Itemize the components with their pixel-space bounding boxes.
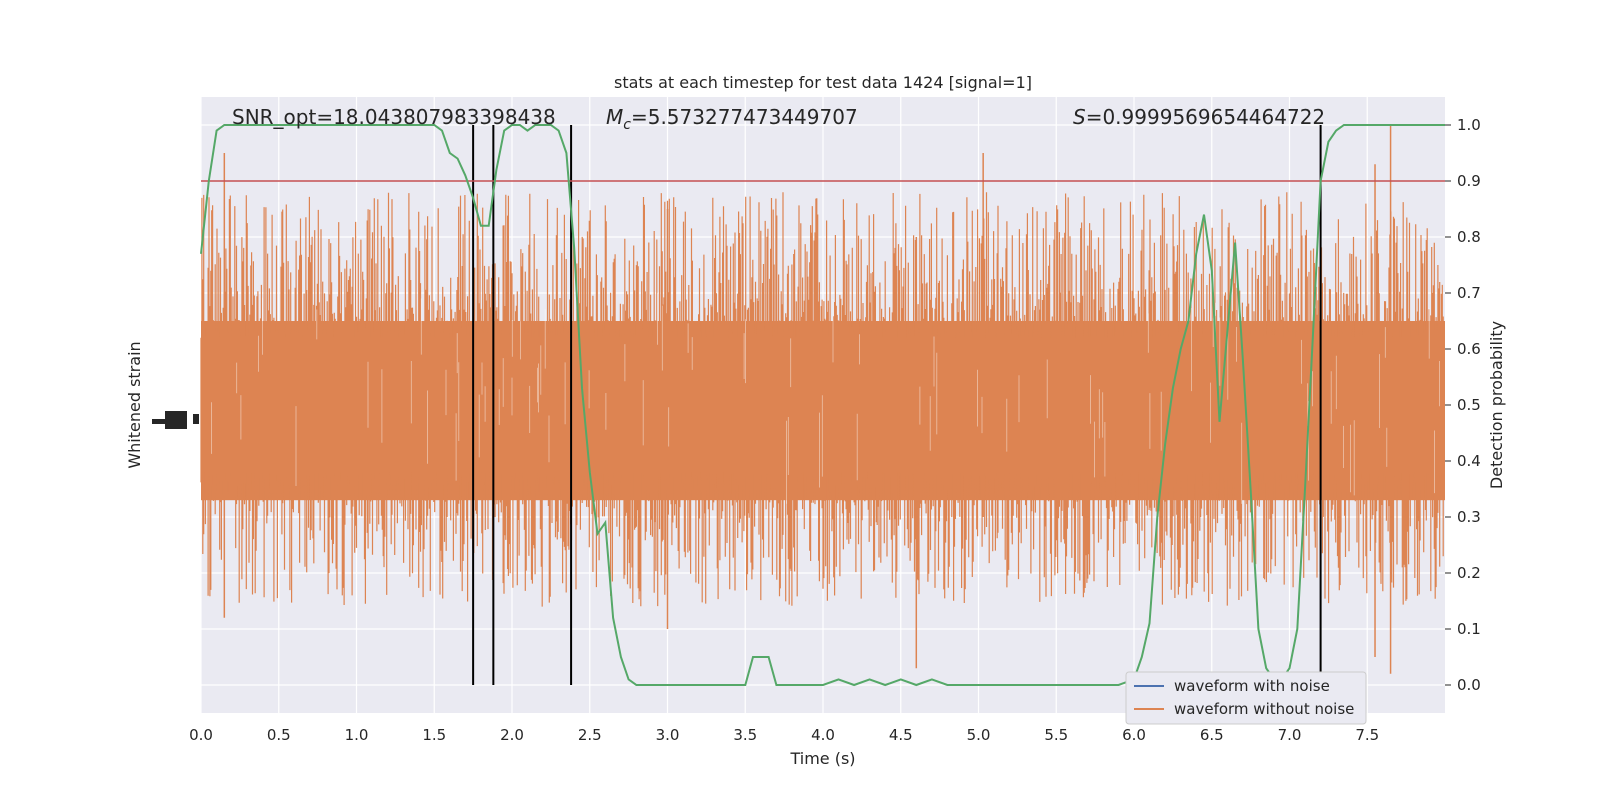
detection-probability-line [200, 124, 1445, 687]
y-tick-label: 0.8 [1457, 228, 1481, 246]
y-tick-label: 1.0 [1457, 116, 1481, 134]
x-tick-label: 7.5 [1355, 726, 1379, 744]
y-tick-label: 0.7 [1457, 284, 1481, 302]
left-axis-glyph [152, 411, 199, 429]
x-tick-label: 3.0 [656, 726, 680, 744]
s-annotation: S=0.9999569654464722 [1073, 105, 1325, 129]
y-axis-label-right: Detection probability [1487, 321, 1506, 489]
mc-annotation: Mc=5.573277473449707 [606, 105, 858, 133]
x-tick-label: 3.5 [733, 726, 757, 744]
x-tick-label: 4.5 [889, 726, 913, 744]
x-tick-label: 2.5 [578, 726, 602, 744]
x-tick-label: 0.5 [267, 726, 291, 744]
y-tick-label: 0.1 [1457, 620, 1481, 638]
x-tick-label: 5.5 [1044, 726, 1068, 744]
y-ticks-right: 0.0 0.1 0.2 0.3 0.4 0.5 0.6 0.7 0.8 0.9 1.0 [1445, 116, 1481, 694]
legend-label-clean: waveform without noise [1174, 700, 1354, 718]
x-ticks: 0.0 0.5 1.0 1.5 2.0 2.5 3.0 3.5 4.0 4.5 5.0 5.5 6.0 6… [189, 726, 1379, 744]
x-axis-label: Time (s) [789, 749, 855, 768]
x-tick-label: 0.0 [189, 726, 213, 744]
y-tick-label: 0.3 [1457, 508, 1481, 526]
snr-annotation: SNR_opt=18.043807983398438 [232, 105, 556, 129]
y-tick-label: 0.6 [1457, 340, 1481, 358]
x-tick-label: 6.0 [1122, 726, 1146, 744]
legend-box [1125, 671, 1367, 725]
y-axis-label-left: Whitened strain [125, 341, 144, 468]
x-tick-label: 6.5 [1200, 726, 1224, 744]
x-tick-label: 4.0 [811, 726, 835, 744]
x-tick-label: 1.5 [422, 726, 446, 744]
y-tick-label: 0.5 [1457, 396, 1481, 414]
y-tick-label: 0.2 [1457, 564, 1481, 582]
chart-title: stats at each timestep for test data 142… [614, 73, 1032, 92]
strain-band [200, 125, 1445, 674]
y-tick-label: 0.9 [1457, 172, 1481, 190]
legend: waveform with noise waveform without noi… [1125, 671, 1367, 725]
y-tick-label: 0.4 [1457, 452, 1481, 470]
x-tick-label: 1.0 [345, 726, 369, 744]
strain-texture [211, 293, 1440, 504]
x-tick-label: 7.0 [1278, 726, 1302, 744]
x-tick-label: 2.0 [500, 726, 524, 744]
vertical-markers [472, 125, 1322, 685]
y-tick-label: 0.0 [1457, 676, 1481, 694]
x-tick-label: 5.0 [967, 726, 991, 744]
legend-label-noise: waveform with noise [1174, 677, 1330, 695]
